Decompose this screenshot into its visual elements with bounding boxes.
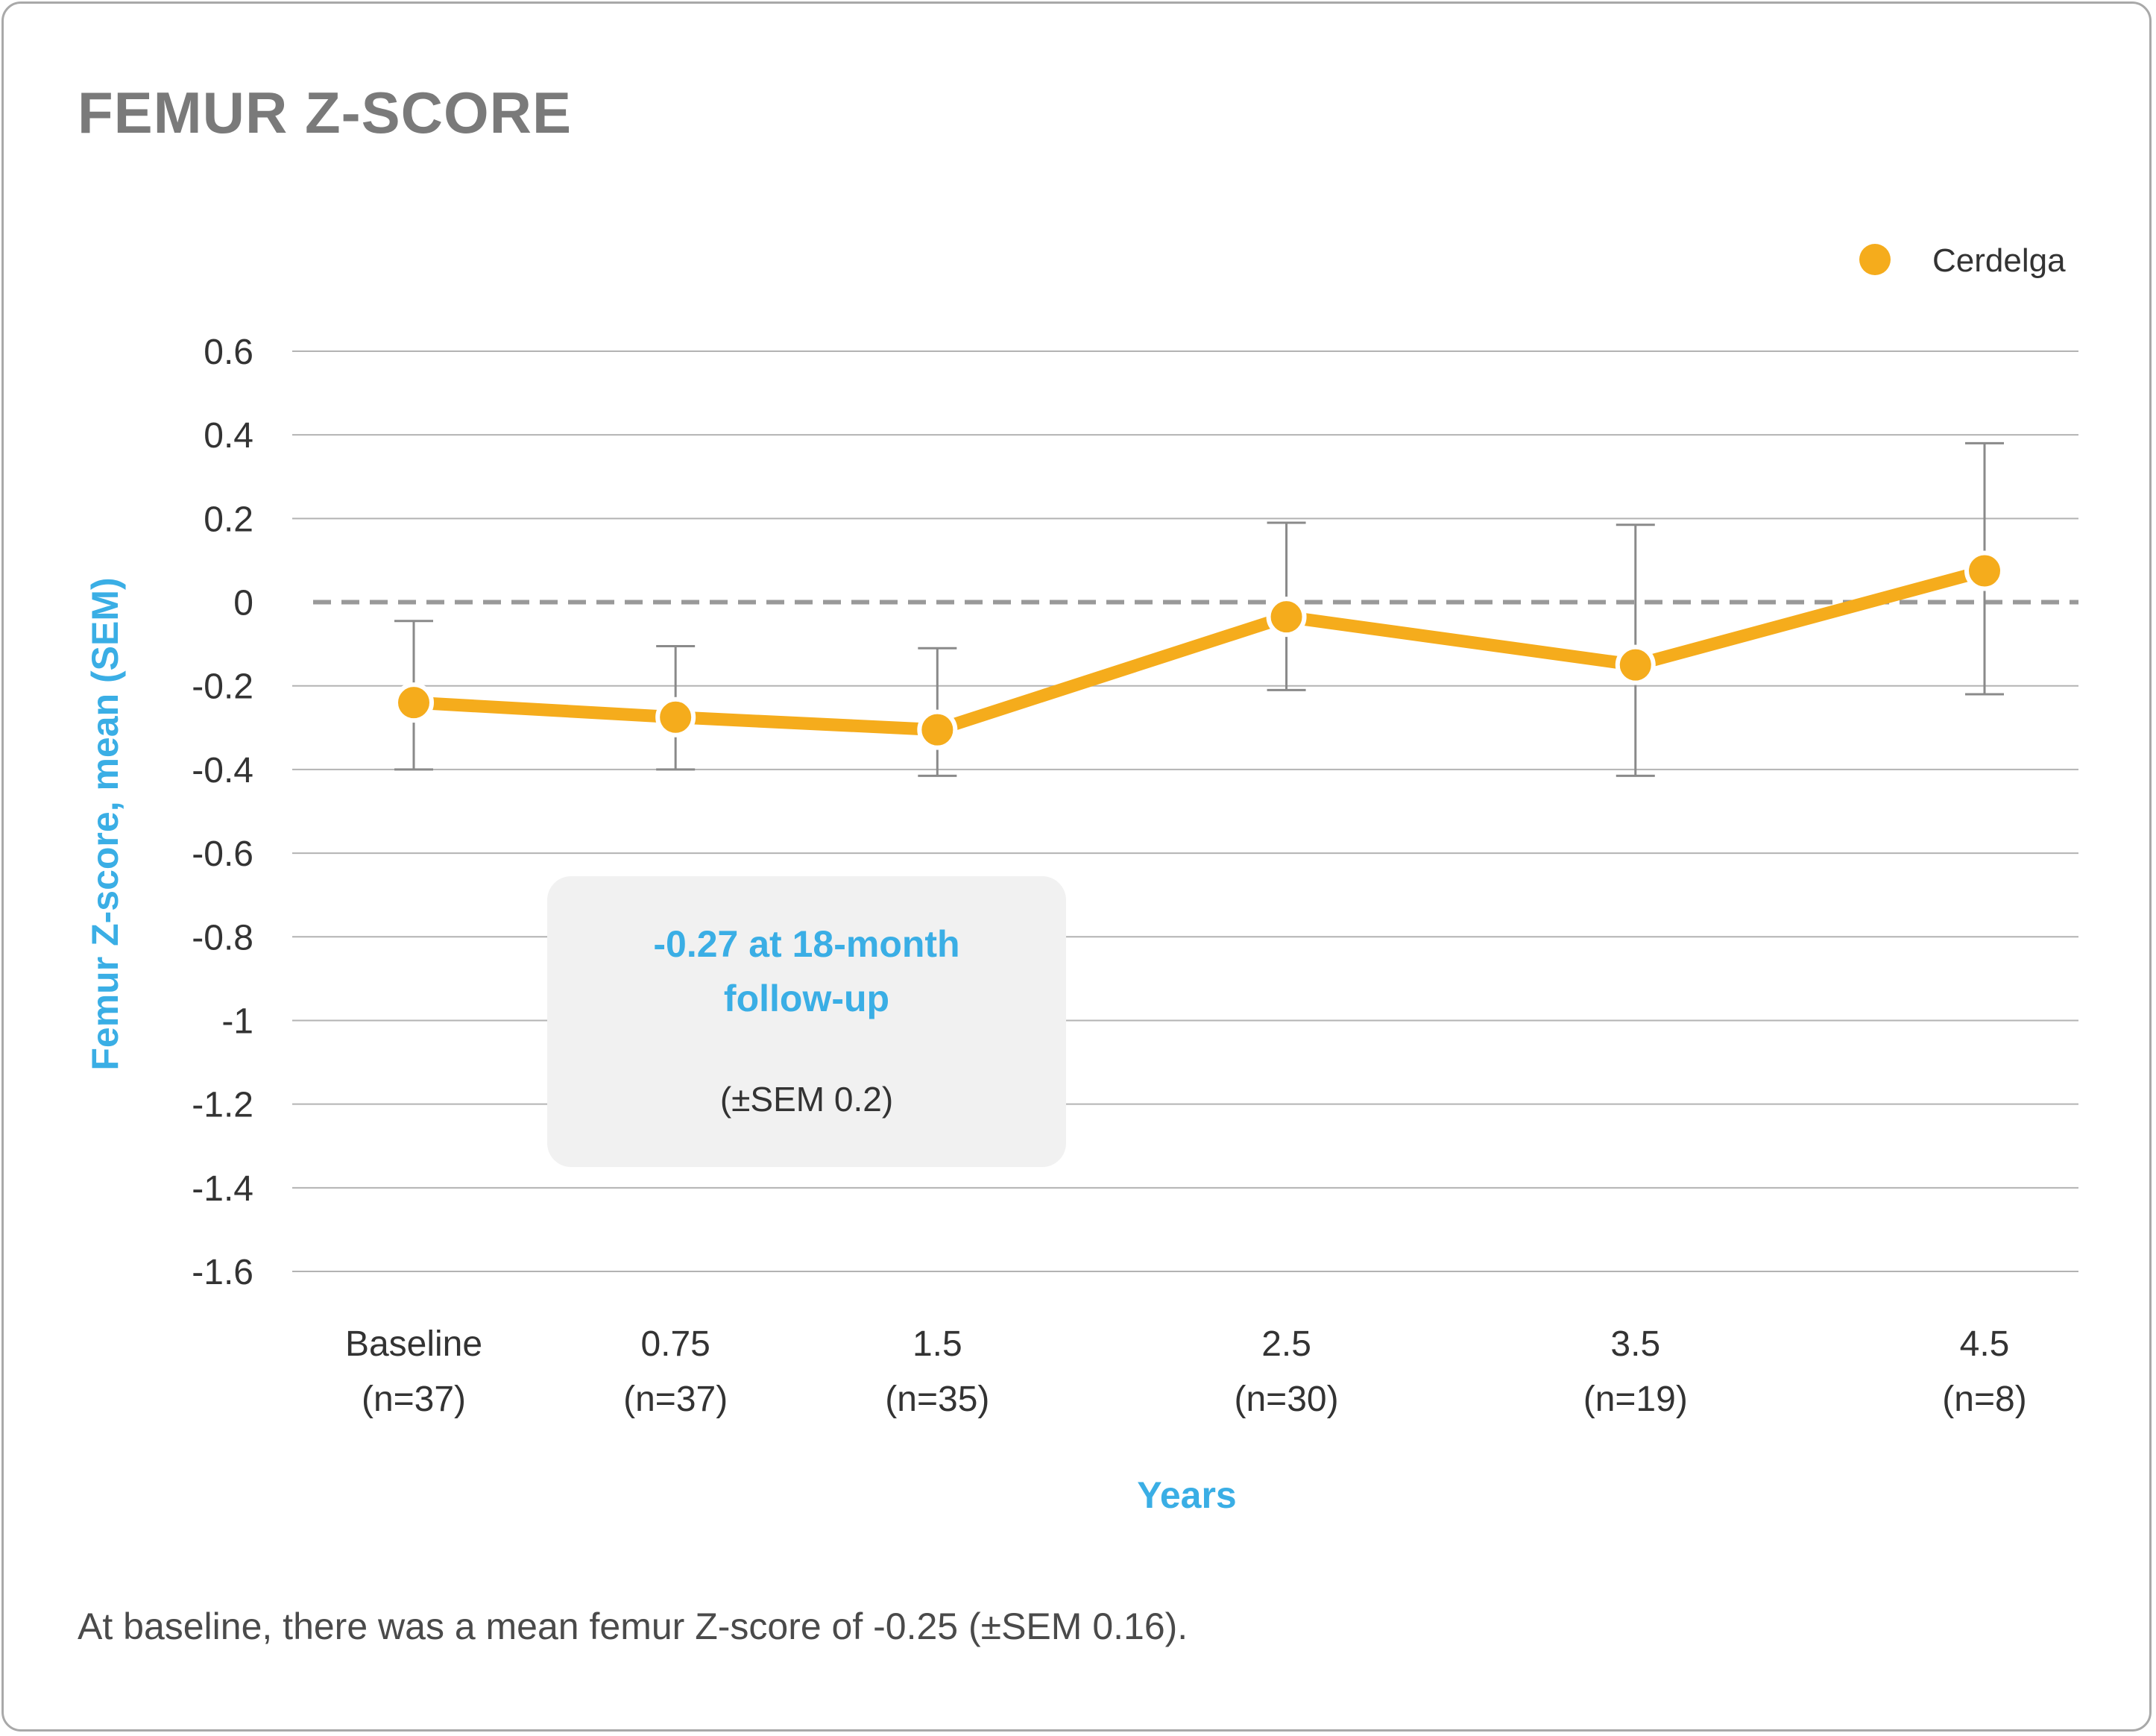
y-axis-ticks: 0.6 0.4 0.2 0 -0.2 -0.4 -0.6 -0.8 -1 -1.2 -1.4 -1.6: [192, 333, 253, 1292]
data-point: [917, 709, 958, 750]
series-line-cerdelga: [407, 564, 1991, 737]
data-point: [1615, 644, 1656, 685]
x-tick-label: 1.5: [912, 1324, 962, 1364]
y-tick-label: -0.8: [192, 918, 253, 957]
callout-headline-line1: -0.27 at 18-month: [653, 923, 959, 965]
y-tick-label: -1.6: [192, 1253, 253, 1292]
x-tick-label: 0.75: [640, 1324, 710, 1364]
footnote: At baseline, there was a mean femur Z-sc…: [78, 1606, 1188, 1647]
series-line: [407, 564, 1991, 737]
legend-label: Cerdelga: [1932, 242, 2066, 279]
callout-sub: (±SEM 0.2): [720, 1080, 893, 1119]
y-tick-label: 0.2: [204, 500, 253, 539]
x-axis-ticks: Baseline (n=37) 0.75 (n=37) 1.5 (n=35) 2.5 (n=3…: [345, 1324, 2027, 1419]
y-tick-label: -0.6: [192, 834, 253, 874]
x-tick-count: (n=37): [362, 1380, 466, 1419]
y-axis-label: Femur Z-score, mean (SEM): [84, 577, 126, 1070]
chart-title: FEMUR Z-SCORE: [78, 80, 572, 145]
legend: Cerdelga: [1859, 242, 2066, 279]
x-tick-count: (n=37): [623, 1380, 728, 1419]
x-tick-count: (n=35): [885, 1380, 989, 1419]
callout-background: [547, 876, 1066, 1167]
y-tick-label: 0.4: [204, 416, 253, 456]
data-points: [394, 550, 2005, 750]
y-tick-label: -0.2: [192, 667, 253, 707]
y-tick-label: -1.2: [192, 1086, 253, 1125]
y-tick-label: -0.4: [192, 751, 253, 790]
x-tick-count: (n=19): [1583, 1380, 1688, 1419]
x-tick-label: 2.5: [1261, 1324, 1311, 1364]
y-tick-label: -1.4: [192, 1169, 253, 1209]
x-tick-label: 4.5: [1960, 1324, 2010, 1364]
x-tick-label: 3.5: [1610, 1324, 1660, 1364]
callout-headline-line2: follow-up: [724, 978, 889, 1019]
data-point: [655, 696, 696, 738]
data-point: [394, 682, 434, 723]
y-tick-label: 0.6: [204, 333, 253, 372]
x-tick-count: (n=30): [1235, 1380, 1339, 1419]
x-tick-label: Baseline: [345, 1324, 482, 1364]
y-tick-label: -1: [221, 1001, 253, 1041]
error-bars: [394, 441, 2004, 777]
callout-box: -0.27 at 18-month follow-up (±SEM 0.2): [547, 876, 1066, 1167]
y-tick-label: 0: [233, 584, 253, 623]
x-tick-count: (n=8): [1942, 1380, 2026, 1419]
x-axis-label: Years: [1137, 1474, 1236, 1516]
legend-marker: [1859, 244, 1891, 275]
data-point: [1964, 550, 2005, 591]
data-point: [1266, 597, 1307, 638]
